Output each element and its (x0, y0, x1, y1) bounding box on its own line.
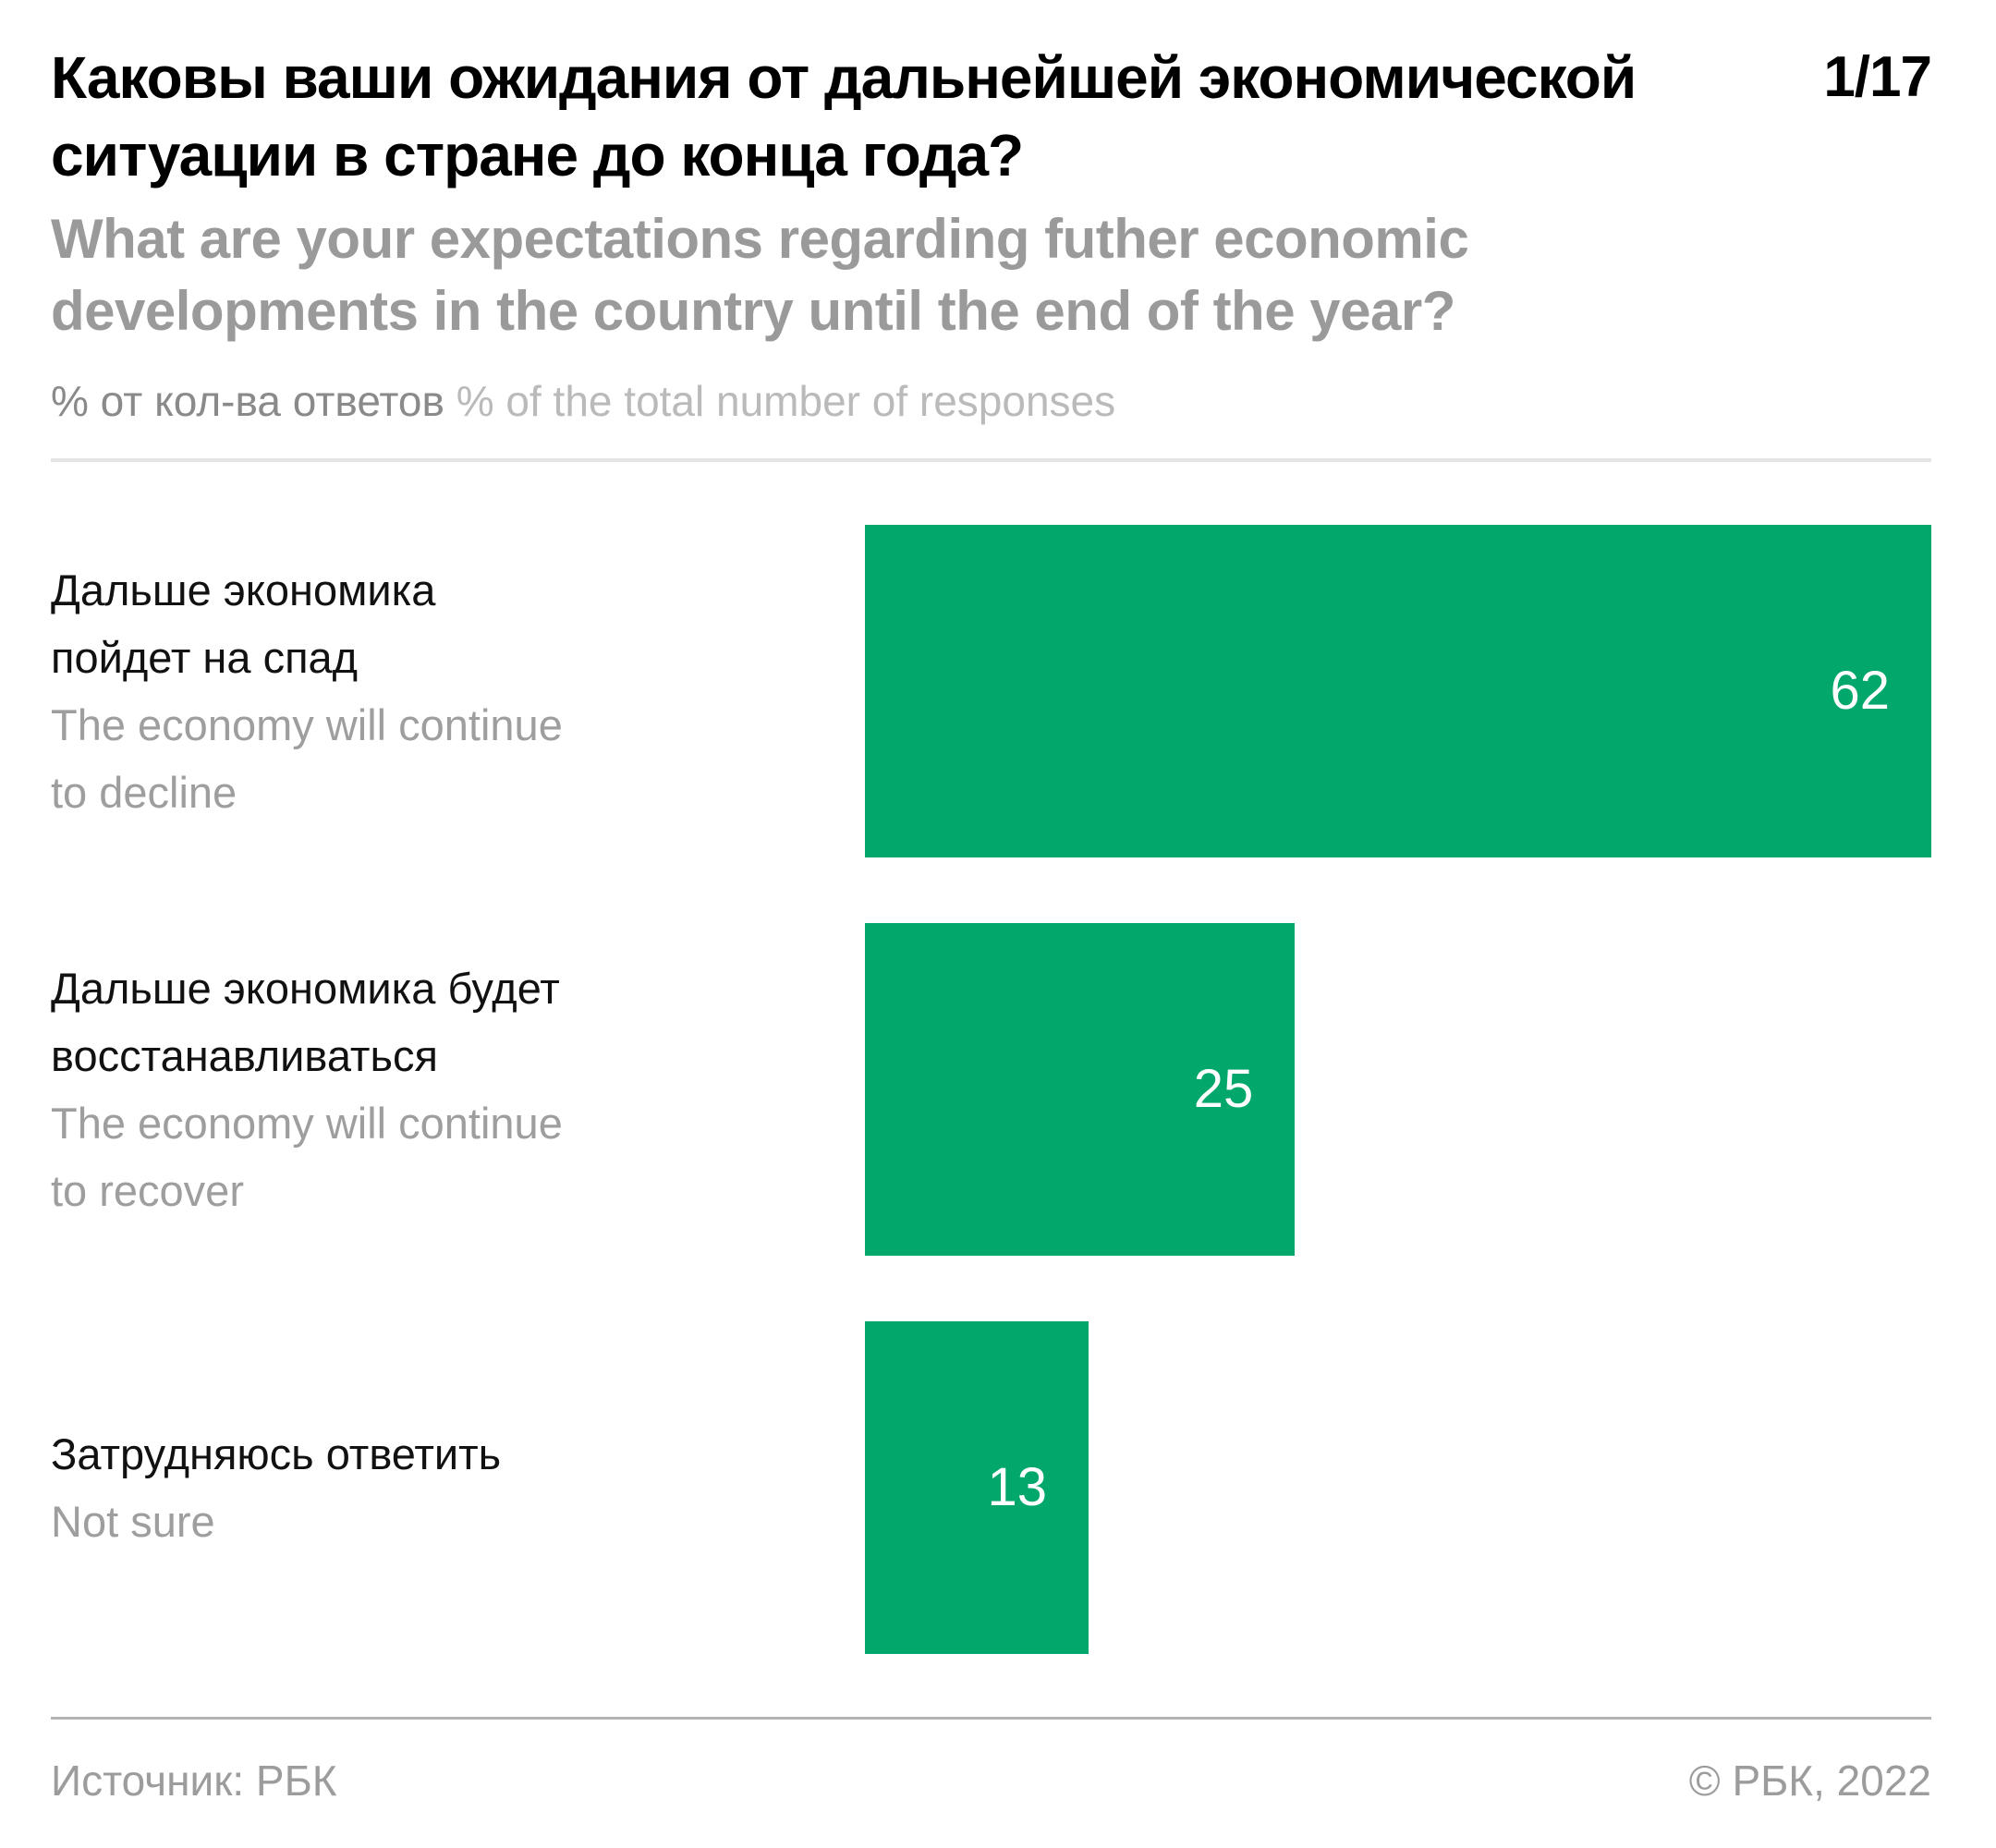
chart-row-decline: Дальше экономика пойдет на спад The econ… (51, 525, 1931, 857)
category-label-english: The economy will continue to recover (51, 1099, 563, 1215)
chart-title-english: What are your expectations regarding fut… (51, 208, 1469, 342)
bar-value-label: 25 (1193, 1059, 1254, 1119)
chart-title-russian: Каковы ваши ожидания от дальнейшей эконо… (51, 44, 1637, 188)
bar-track: 62 (865, 525, 1931, 857)
bar-decline: 62 (865, 525, 1931, 857)
copyright-notice: © РБК, 2022 (1688, 1757, 1931, 1805)
category-label-russian: Затрудняюсь ответить (51, 1429, 502, 1478)
bar-not-sure: 13 (865, 1321, 1089, 1654)
category-label-russian: Дальше экономика пойдет на спад (51, 565, 436, 682)
slide-page-indicator: 1/17 (1823, 45, 1932, 109)
bar-recover: 25 (865, 923, 1296, 1256)
bar-value-label: 13 (987, 1457, 1047, 1517)
category-label: Дальше экономика пойдет на спад The econ… (51, 556, 865, 826)
unit-note-russian: % от кол-ва ответов (51, 377, 444, 425)
unit-note: % от кол-ва ответов % of the total numbe… (51, 375, 1931, 427)
category-label-english: Not sure (51, 1497, 215, 1546)
category-label: Дальше экономика будет восстанавливаться… (51, 954, 865, 1224)
footer-divider (51, 1717, 1931, 1720)
header: Каковы ваши ожидания от дальнейшей эконо… (51, 39, 1932, 194)
category-label: Затрудняюсь ответить Not sure (51, 1420, 865, 1555)
category-label-russian: Дальше экономика будет восстанавливаться (51, 964, 560, 1080)
category-label-english: The economy will continue to decline (51, 700, 563, 817)
chart-row-recover: Дальше экономика будет восстанавливаться… (51, 923, 1931, 1256)
bar-chart: Дальше экономика пойдет на спад The econ… (51, 525, 1931, 1654)
header-divider (51, 458, 1931, 462)
footer: Источник: РБК © РБК, 2022 (51, 1755, 1931, 1806)
chart-row-not-sure: Затрудняюсь ответить Not sure 13 (51, 1321, 1931, 1654)
unit-note-english: % of the total number of responses (444, 377, 1116, 425)
bar-track: 13 (865, 1321, 1931, 1654)
source-credit: Источник: РБК (51, 1757, 337, 1805)
bar-value-label: 62 (1830, 661, 1890, 721)
bar-track: 25 (865, 923, 1931, 1256)
